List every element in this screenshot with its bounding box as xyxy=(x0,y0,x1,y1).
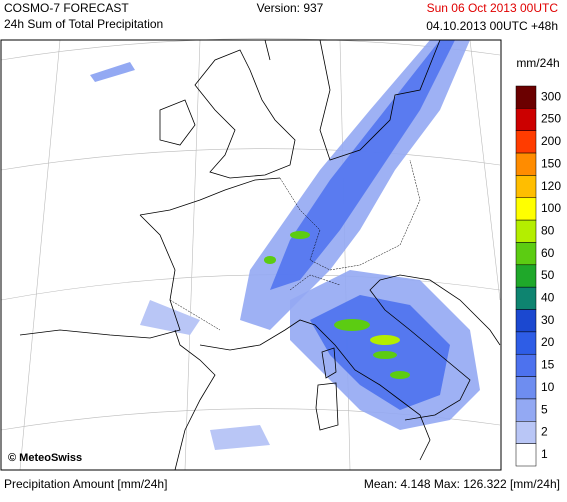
title: COSMO-7 FORECAST xyxy=(4,1,129,15)
legend-swatch xyxy=(515,376,537,400)
rain-light xyxy=(90,62,135,82)
legend-swatch xyxy=(515,421,537,444)
legend-unit: mm/24h xyxy=(516,56,559,70)
subtitle: 24h Sum of Total Precipitation xyxy=(4,17,163,31)
legend-label: 60 xyxy=(541,246,555,260)
footer-left: Precipitation Amount [mm/24h] xyxy=(4,477,167,491)
coast-italy-adriatic xyxy=(199,274,501,461)
legend-label: 2 xyxy=(541,425,548,439)
run-time: 04.10.2013 00UTC +48h xyxy=(426,19,558,33)
map-frame xyxy=(0,39,502,471)
legend-label: 1 xyxy=(541,447,548,461)
credit: © MeteoSwiss xyxy=(8,452,82,464)
legend-swatch xyxy=(515,353,537,377)
legend-label: 80 xyxy=(541,223,555,237)
footer-right: Mean: 4.148 Max: 126.322 [mm/24h] xyxy=(364,477,560,491)
legend-swatch xyxy=(515,286,537,310)
coast-britain xyxy=(194,49,296,179)
legend-swatch xyxy=(515,108,537,131)
rain-heavy xyxy=(373,351,397,359)
legend-label: 100 xyxy=(541,201,561,215)
legend-swatch xyxy=(515,152,537,176)
precipitation xyxy=(90,40,480,450)
legend-label: 15 xyxy=(541,358,555,372)
legend-swatch xyxy=(515,219,537,243)
legend-label: 30 xyxy=(541,313,555,327)
rain-light xyxy=(210,425,270,450)
rain-heavy xyxy=(290,231,310,239)
legend-swatch xyxy=(515,398,537,422)
legend-label: 200 xyxy=(541,134,561,148)
map: © MeteoSwiss xyxy=(0,38,502,471)
legend-swatch xyxy=(515,264,537,288)
legend-label: 40 xyxy=(541,291,555,305)
rain-heavy xyxy=(264,256,276,264)
legend-label: 5 xyxy=(541,402,548,416)
coast-islands xyxy=(315,347,339,431)
legend: 300 250 200 150 120 100 80 60 50 40 30 20 15 10 5 2 1 xyxy=(515,85,561,467)
legend-label: 120 xyxy=(541,179,561,193)
rain-heavy xyxy=(370,335,400,345)
legend-label: 20 xyxy=(541,335,555,349)
valid-time: Sun 06 Oct 2013 00UTC xyxy=(427,1,559,15)
coast-ireland xyxy=(159,99,196,146)
country-borders xyxy=(169,159,421,331)
legend-label: 150 xyxy=(541,156,561,170)
legend-swatch xyxy=(515,443,537,467)
legend-swatch xyxy=(515,331,537,355)
legend-label: 10 xyxy=(541,380,555,394)
legend-label: 300 xyxy=(541,89,561,103)
coast-north-sea xyxy=(264,39,441,161)
rain-heavy xyxy=(334,319,370,331)
legend-swatch xyxy=(515,85,537,109)
coast-france-iberia xyxy=(19,177,281,471)
legend-swatch xyxy=(515,242,537,266)
legend-swatch xyxy=(515,175,537,199)
legend-swatch xyxy=(515,197,537,221)
legend-label: 250 xyxy=(541,112,561,126)
rain-band-core xyxy=(270,40,455,290)
legend-label: 50 xyxy=(541,268,555,282)
rain-light xyxy=(140,300,200,335)
legend-swatch xyxy=(515,130,537,154)
rain-heavy xyxy=(390,371,410,379)
version: Version: 937 xyxy=(257,1,324,15)
legend-swatch xyxy=(515,309,537,333)
